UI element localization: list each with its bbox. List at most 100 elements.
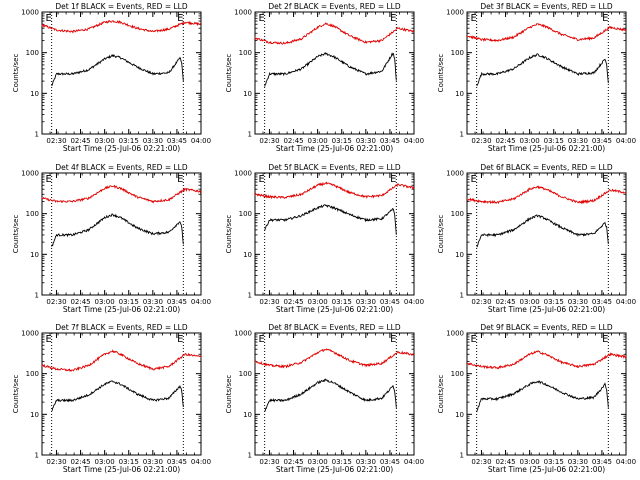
plot-frame	[254, 332, 415, 456]
panel-title: Det 9f BLACK = Events, RED = LLD	[480, 323, 613, 332]
x-tick-label: 03:15	[332, 298, 352, 306]
y-tick-label: 10	[30, 251, 39, 259]
time-marker-label: E	[470, 334, 476, 345]
x-tick-label: 03:15	[119, 458, 139, 466]
x-tick-label: 03:15	[119, 298, 139, 306]
x-tick-label: 02:45	[283, 458, 303, 466]
y-axis-label: Counts/sec	[225, 54, 233, 93]
panel-title: Det 4f BLACK = Events, RED = LLD	[55, 163, 188, 172]
series-lld-line	[466, 185, 627, 205]
time-marker-label: E	[45, 174, 51, 185]
y-tick-label: 10	[243, 251, 252, 259]
x-tick-label: 03:30	[143, 458, 163, 466]
x-tick-label: 03:45	[167, 137, 187, 145]
panel-5: Det 5f BLACK = Events, RED = LLD 1 10 100 10…	[225, 163, 424, 314]
y-tick-label: 10	[455, 411, 464, 419]
x-tick-label: 03:45	[592, 458, 612, 466]
x-tick-label: 03:15	[332, 137, 352, 145]
y-tick-label: 1	[460, 452, 464, 460]
panel-6: Det 6f BLACK = Events, RED = LLD 1 10 100 10…	[437, 163, 636, 314]
plot-frame	[41, 172, 202, 296]
y-axis-label: Counts/sec	[12, 215, 20, 254]
y-tick-label: 100	[239, 210, 252, 218]
x-axis-label: Start Time (25-Jul-06 02:21:00)	[63, 465, 180, 474]
x-tick-label: 02:45	[495, 137, 515, 145]
x-tick-label: 04:00	[191, 137, 211, 145]
panel-title: Det 1f BLACK = Events, RED = LLD	[55, 2, 188, 11]
time-marker-label: E	[45, 334, 51, 345]
x-tick-label: 03:00	[520, 137, 540, 145]
panel-title: Det 3f BLACK = Events, RED = LLD	[480, 2, 613, 11]
x-tick-label: 03:15	[544, 137, 564, 145]
series-events-line	[51, 53, 184, 87]
time-marker-label: E	[258, 334, 264, 345]
x-tick-label: 03:45	[592, 137, 612, 145]
x-axis-label: Start Time (25-Jul-06 02:21:00)	[63, 305, 180, 314]
series-events-line	[476, 53, 609, 87]
time-marker-label: E	[470, 13, 476, 24]
y-tick-label: 100	[451, 370, 464, 378]
y-tick-label: 1000	[446, 170, 464, 178]
y-tick-label: 100	[451, 49, 464, 57]
time-marker-label: E	[602, 13, 608, 24]
series-events-line	[264, 52, 397, 87]
y-axis-label: Counts/sec	[225, 375, 233, 414]
series-events-line	[476, 214, 609, 248]
series-events-line	[51, 380, 184, 412]
panel-3: Det 3f BLACK = Events, RED = LLD 1 10 100 10…	[437, 2, 636, 153]
x-tick-label: 03:00	[95, 137, 115, 145]
x-axis-label: Start Time (25-Jul-06 02:21:00)	[276, 144, 393, 153]
y-tick-label: 1	[248, 292, 252, 300]
panel-9: Det 9f BLACK = Events, RED = LLD 1 10 100 10…	[437, 323, 636, 474]
plot-frame	[254, 172, 415, 296]
x-tick-label: 03:00	[308, 458, 328, 466]
y-tick-label: 1	[460, 131, 464, 139]
x-tick-label: 03:00	[308, 137, 328, 145]
x-tick-label: 02:30	[46, 137, 66, 145]
x-tick-label: 03:00	[520, 458, 540, 466]
time-marker-label: E	[390, 13, 396, 24]
time-marker-label: E	[470, 174, 476, 185]
panel-8: Det 8f BLACK = Events, RED = LLD 1 10 100 10…	[225, 323, 424, 474]
y-tick-label: 1	[35, 292, 39, 300]
y-tick-label: 100	[26, 210, 39, 218]
x-axis-label: Start Time (25-Jul-06 02:21:00)	[276, 305, 393, 314]
panel-4: Det 4f BLACK = Events, RED = LLD 1 10 100 10…	[12, 163, 211, 314]
y-tick-label: 1000	[234, 170, 252, 178]
y-axis-label: Counts/sec	[12, 375, 20, 414]
y-tick-label: 100	[26, 370, 39, 378]
series-lld-line	[466, 23, 627, 43]
y-tick-label: 1	[35, 131, 39, 139]
y-tick-label: 100	[239, 370, 252, 378]
x-axis-label: Start Time (25-Jul-06 02:21:00)	[488, 305, 605, 314]
y-axis-label: Counts/sec	[225, 215, 233, 254]
panel-title: Det 8f BLACK = Events, RED = LLD	[268, 323, 401, 332]
x-tick-label: 03:30	[568, 458, 588, 466]
x-tick-label: 04:00	[191, 298, 211, 306]
time-marker-label: E	[177, 334, 183, 345]
x-tick-label: 03:00	[95, 298, 115, 306]
series-lld-line	[254, 181, 415, 200]
x-tick-label: 02:30	[259, 298, 279, 306]
plot-frame	[41, 11, 202, 135]
x-tick-label: 02:45	[70, 137, 90, 145]
time-marker-label: E	[390, 174, 396, 185]
y-tick-label: 1000	[21, 330, 39, 338]
plot-frame	[466, 11, 627, 135]
y-tick-label: 100	[239, 49, 252, 57]
time-marker-label: E	[602, 174, 608, 185]
y-tick-label: 10	[455, 251, 464, 259]
x-tick-label: 02:45	[495, 458, 515, 466]
y-axis-label: Counts/sec	[437, 215, 445, 254]
time-marker-label: E	[258, 13, 264, 24]
x-tick-label: 02:30	[471, 137, 491, 145]
panel-title: Det 7f BLACK = Events, RED = LLD	[55, 323, 188, 332]
x-tick-label: 02:30	[259, 137, 279, 145]
plot-frame	[41, 332, 202, 456]
y-tick-label: 10	[243, 411, 252, 419]
x-tick-label: 02:45	[495, 298, 515, 306]
x-tick-label: 04:00	[404, 458, 424, 466]
y-tick-label: 10	[30, 411, 39, 419]
time-marker-label: E	[45, 13, 51, 24]
